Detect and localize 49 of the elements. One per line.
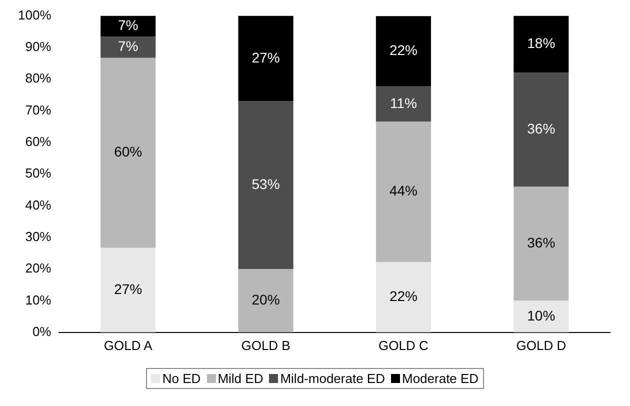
legend-label: Mild ED — [216, 371, 264, 386]
data-label: 60% — [114, 144, 142, 160]
bar — [238, 101, 294, 270]
x-tick-label: GOLD C — [378, 338, 428, 353]
data-label: 22% — [389, 288, 418, 304]
y-tick-label: 70% — [25, 102, 52, 118]
y-tick-label: 10% — [25, 292, 52, 308]
bar — [514, 16, 569, 73]
data-label: 53% — [252, 176, 280, 192]
bar — [100, 16, 156, 37]
data-label: 36% — [527, 120, 556, 137]
bar — [100, 58, 156, 248]
x-tick-label: GOLD A — [104, 338, 153, 353]
y-tick-label: 60% — [25, 134, 52, 150]
bar — [514, 72, 569, 187]
data-label: 18% — [527, 35, 556, 52]
data-label: 27% — [252, 49, 280, 66]
bar — [376, 262, 432, 332]
data-label: 7% — [118, 38, 138, 54]
data-label: 7% — [118, 17, 138, 34]
data-label: 36% — [527, 234, 556, 251]
bar — [238, 269, 294, 332]
bar — [514, 186, 569, 301]
legend-label: No ED — [161, 371, 201, 386]
bar — [376, 122, 432, 262]
bar — [238, 16, 294, 102]
y-tick-label: 80% — [25, 70, 52, 86]
data-label: 20% — [252, 292, 280, 308]
data-label: 22% — [389, 42, 418, 58]
data-label: 27% — [114, 280, 142, 297]
y-tick-label: 0% — [32, 324, 52, 339]
bar — [100, 36, 156, 58]
x-tick-label: GOLD B — [241, 338, 290, 353]
data-label: 44% — [389, 182, 418, 199]
y-tick-label: 100% — [18, 7, 52, 22]
legend-label: Moderate ED — [400, 371, 479, 386]
y-tick-label: 90% — [25, 39, 52, 54]
y-tick-label: 50% — [25, 166, 52, 181]
data-label: 10% — [527, 307, 556, 324]
bar — [514, 300, 569, 332]
data-label: 11% — [390, 94, 417, 111]
y-tick-label: 40% — [25, 197, 52, 212]
legend-label: Mild-moderate ED — [279, 371, 385, 386]
bar — [376, 16, 432, 86]
y-tick-label: 20% — [25, 260, 52, 276]
bar — [376, 86, 432, 122]
y-tick-label: 30% — [25, 229, 52, 244]
bar — [100, 248, 156, 332]
x-tick-label: GOLD D — [516, 338, 566, 353]
